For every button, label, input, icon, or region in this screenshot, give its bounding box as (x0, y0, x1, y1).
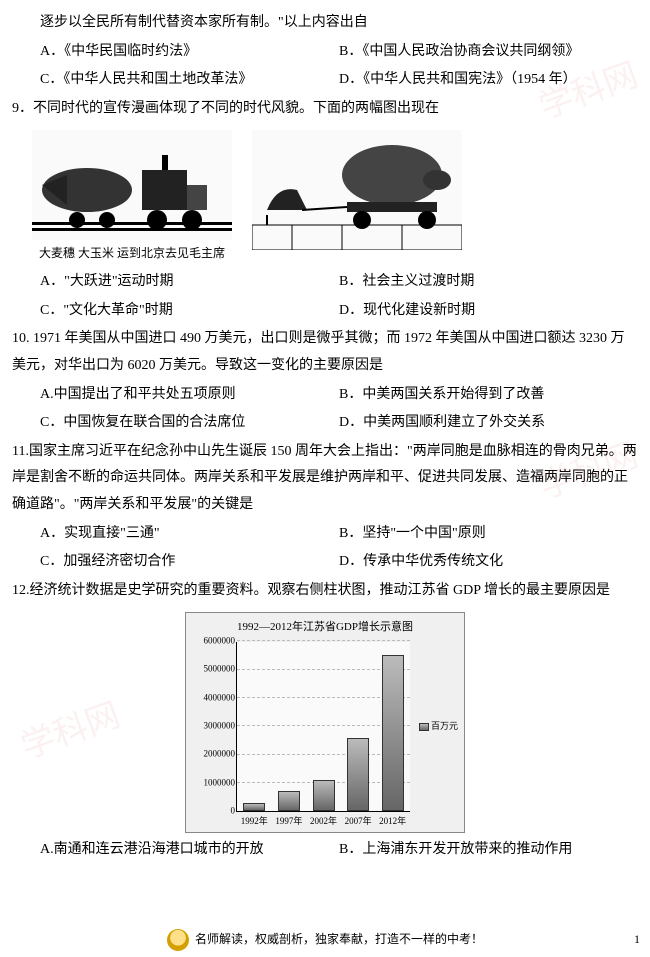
chart-bar (347, 738, 369, 812)
page-number: 1 (634, 928, 640, 951)
chart-xlabel: 2007年 (345, 813, 372, 830)
q10-options-row2: C．中国恢复在联合国的合法席位 D．中美两国顺利建立了外交关系 (12, 410, 638, 437)
q11-option-d: D．传承中华优秀传统文化 (339, 549, 638, 576)
chart-area: 百万元 010000002000000300000040000005000000… (236, 642, 410, 812)
q11-option-c: C．加强经济密切合作 (40, 549, 339, 576)
chart-xlabel: 2012年 (379, 813, 406, 830)
q9-options-row1: A．"大跃进"运动时期 B．社会主义过渡时期 (12, 269, 638, 296)
q9-options-row2: C．"文化大革命"时期 D．现代化建设新时期 (12, 298, 638, 325)
chart-bar (243, 803, 265, 812)
footer-text: 名师解读，权威剖析，独家奉献，打造不一样的中考！ (195, 928, 483, 951)
q12-option-a: A.南通和连云港沿海港口城市的开放 (40, 837, 339, 864)
chart-ylabel: 5000000 (204, 661, 238, 678)
q10-option-d: D．中美两国顺利建立了外交关系 (339, 410, 638, 437)
q10-options-row1: A.中国提出了和平共处五项原则 B．中美两国关系开始得到了改善 (12, 382, 638, 409)
q8-options-row1: A．《中华民国临时约法》 B．《中国人民政治协商会议共同纲领》 (12, 39, 638, 66)
q9-image1-wrap: 大麦穗 大玉米 运到北京去见毛主席 (32, 130, 232, 265)
chart-xlabel: 2002年 (310, 813, 337, 830)
q8-option-d: D．《中华人民共和国宪法》（1954 年） (339, 67, 638, 94)
q8-options-row2: C．《中华人民共和国土地改革法》 D．《中华人民共和国宪法》（1954 年） (12, 67, 638, 94)
chart-bar (278, 791, 300, 811)
q9-image1-caption: 大麦穗 大玉米 运到北京去见毛主席 (32, 242, 232, 265)
q10-stem: 10. 1971 年美国从中国进口 490 万美元，出口则是微乎其微；而 197… (12, 326, 638, 379)
q8-option-c: C．《中华人民共和国土地改革法》 (40, 67, 339, 94)
footer: 名师解读，权威剖析，独家奉献，打造不一样的中考！ (0, 928, 650, 951)
q9-images: 大麦穗 大玉米 运到北京去见毛主席 (32, 130, 638, 265)
chart-ylabel: 3000000 (204, 718, 238, 735)
q9-image2-wrap (252, 130, 462, 265)
q8-stem-continued: 逐步以全民所有制代替资本家所有制。"以上内容出自 (12, 10, 638, 37)
q11-option-b: B．坚持"一个中国"原则 (339, 521, 638, 548)
pig-cart-cartoon-icon (252, 130, 462, 250)
q12-options-row1: A.南通和连云港沿海港口城市的开放 B．上海浦东开发开放带来的推动作用 (12, 837, 638, 864)
footer-mascot-icon (167, 929, 189, 951)
q9-stem: 9．不同时代的宣传漫画体现了不同的时代风貌。下面的两幅图出现在 (12, 96, 638, 123)
chart-gridline (237, 640, 410, 641)
q9-option-d: D．现代化建设新时期 (339, 298, 638, 325)
q8-option-a: A．《中华民国临时约法》 (40, 39, 339, 66)
train-cartoon-icon (32, 130, 232, 240)
q11-option-a: A．实现直接"三通" (40, 521, 339, 548)
q11-options-row1: A．实现直接"三通" B．坚持"一个中国"原则 (12, 521, 638, 548)
q11-stem: 11.国家主席习近平在纪念孙中山先生诞辰 150 周年大会上指出："两岸同胞是血… (12, 439, 638, 519)
legend-label: 百万元 (431, 718, 458, 735)
chart-legend: 百万元 (419, 718, 458, 735)
legend-swatch (419, 723, 429, 731)
chart-ylabel: 6000000 (204, 633, 238, 650)
chart-xlabel: 1997年 (275, 813, 302, 830)
chart-ylabel: 2000000 (204, 746, 238, 763)
q10-option-a: A.中国提出了和平共处五项原则 (40, 382, 339, 409)
q9-image2 (252, 130, 462, 250)
q12-chart: 1992—2012年江苏省GDP增长示意图 百万元 01000000200000… (185, 612, 465, 833)
q12-option-b: B．上海浦东开发开放带来的推动作用 (339, 837, 638, 864)
chart-bar (313, 780, 335, 811)
chart-ylabel: 1000000 (204, 774, 238, 791)
q12-stem: 12.经济统计数据是史学研究的重要资料。观察右侧柱状图，推动江苏省 GDP 增长… (12, 578, 638, 605)
q11-options-row2: C．加强经济密切合作 D．传承中华优秀传统文化 (12, 549, 638, 576)
chart-ylabel: 0 (231, 803, 238, 820)
chart-ylabel: 4000000 (204, 689, 238, 706)
q9-option-c: C．"文化大革命"时期 (40, 298, 339, 325)
q9-image1 (32, 130, 232, 240)
q10-option-b: B．中美两国关系开始得到了改善 (339, 382, 638, 409)
watermark: 学科网 (12, 685, 130, 781)
chart-xlabel: 1992年 (241, 813, 268, 830)
q9-option-a: A．"大跃进"运动时期 (40, 269, 339, 296)
q10-option-c: C．中国恢复在联合国的合法席位 (40, 410, 339, 437)
q8-option-b: B．《中国人民政治协商会议共同纲领》 (339, 39, 638, 66)
q9-option-b: B．社会主义过渡时期 (339, 269, 638, 296)
chart-bar (382, 655, 404, 811)
